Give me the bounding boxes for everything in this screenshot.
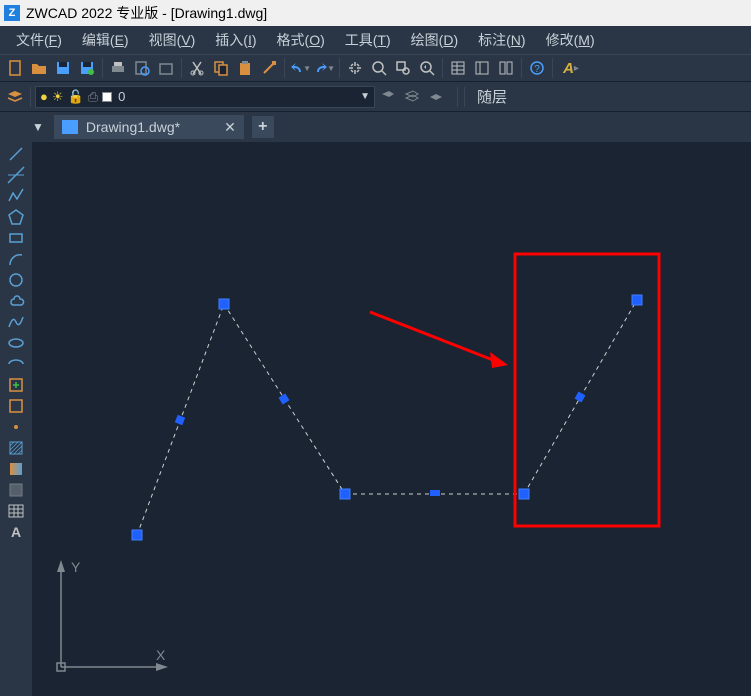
- layer-selector[interactable]: ● ☀ 🔓 ⎙ 0 ▼: [35, 86, 375, 108]
- document-tabs: ▼ Drawing1.dwg* ✕ +: [0, 112, 751, 142]
- ucs-icon: Y X: [46, 552, 176, 682]
- menu-format[interactable]: 格式(O): [267, 26, 335, 54]
- design-center-icon[interactable]: [471, 57, 493, 79]
- layer-manager-icon[interactable]: [4, 86, 26, 108]
- layer-iso-icon[interactable]: [425, 86, 447, 108]
- rectangle-tool-icon[interactable]: [3, 228, 29, 248]
- new-file-icon[interactable]: [4, 57, 26, 79]
- app-logo-icon: Z: [4, 5, 20, 21]
- layer-name: 0: [118, 89, 125, 104]
- publish-icon[interactable]: [155, 57, 177, 79]
- tool-palette-icon[interactable]: [495, 57, 517, 79]
- endpoint-grips[interactable]: [132, 295, 642, 540]
- new-tab-button[interactable]: +: [252, 116, 274, 138]
- cut-icon[interactable]: [186, 57, 208, 79]
- print-icon[interactable]: [107, 57, 129, 79]
- annotation-arrow: [370, 312, 508, 368]
- zoom-prev-icon[interactable]: [416, 57, 438, 79]
- revcloud-tool-icon[interactable]: [3, 291, 29, 311]
- menu-view[interactable]: 视图(V): [139, 26, 206, 54]
- open-file-icon[interactable]: [28, 57, 50, 79]
- arc-tool-icon[interactable]: [3, 249, 29, 269]
- insert-block-icon[interactable]: [3, 375, 29, 395]
- table-tool-icon[interactable]: [3, 501, 29, 521]
- redo-icon[interactable]: ▼: [313, 57, 335, 79]
- undo-icon[interactable]: ▼: [289, 57, 311, 79]
- menu-dimension[interactable]: 标注(N): [468, 26, 535, 54]
- svg-text:?: ?: [534, 64, 540, 75]
- menu-insert[interactable]: 插入(I): [205, 26, 266, 54]
- svg-text:A: A: [11, 524, 21, 540]
- menu-draw[interactable]: 绘图(D): [401, 26, 468, 54]
- app-title: ZWCAD 2022 专业版 - [Drawing1.dwg]: [26, 3, 267, 23]
- copy-icon[interactable]: [210, 57, 232, 79]
- layer-state-icon[interactable]: [401, 86, 423, 108]
- line-tool-icon[interactable]: [3, 144, 29, 164]
- layer-color-swatch: [102, 92, 112, 102]
- document-tab[interactable]: Drawing1.dwg* ✕: [54, 115, 244, 139]
- menu-bar: 文件(F) 编辑(E) 视图(V) 插入(I) 格式(O) 工具(T) 绘图(D…: [0, 26, 751, 54]
- layer-sun-icon: ☀: [52, 89, 64, 105]
- print-preview-icon[interactable]: [131, 57, 153, 79]
- layer-bulb-icon: ●: [40, 89, 48, 104]
- polygon-tool-icon[interactable]: [3, 207, 29, 227]
- zoom-window-icon[interactable]: [392, 57, 414, 79]
- layer-prev-icon[interactable]: [377, 86, 399, 108]
- circle-tool-icon[interactable]: [3, 270, 29, 290]
- menu-file[interactable]: 文件(F): [6, 26, 72, 54]
- properties-icon[interactable]: [447, 57, 469, 79]
- layer-lock-icon: 🔓: [68, 89, 84, 105]
- saveas-icon[interactable]: [76, 57, 98, 79]
- zoom-realtime-icon[interactable]: [368, 57, 390, 79]
- find-text-icon[interactable]: A▸: [557, 57, 585, 79]
- region-tool-icon[interactable]: [3, 480, 29, 500]
- standard-toolbar: ▼ ▼ ? A▸: [0, 54, 751, 82]
- drawing-canvas[interactable]: Y X: [32, 142, 751, 696]
- svg-text:Y: Y: [71, 559, 81, 575]
- svg-text:X: X: [156, 647, 166, 663]
- title-bar: Z ZWCAD 2022 专业版 - [Drawing1.dwg]: [0, 0, 751, 26]
- point-tool-icon[interactable]: [3, 417, 29, 437]
- matchprop-icon[interactable]: [258, 57, 280, 79]
- bylayer-label: 随层: [477, 86, 507, 107]
- mtext-tool-icon[interactable]: A: [3, 522, 29, 542]
- paste-icon[interactable]: [234, 57, 256, 79]
- draw-toolbar: A: [0, 142, 32, 696]
- menu-modify[interactable]: 修改(M): [536, 26, 605, 54]
- layer-plot-icon: ⎙: [88, 89, 98, 105]
- tab-filename: Drawing1.dwg*: [86, 119, 180, 135]
- layers-toolbar: ● ☀ 🔓 ⎙ 0 ▼ 随层: [0, 82, 751, 112]
- menu-tools[interactable]: 工具(T): [335, 26, 401, 54]
- make-block-icon[interactable]: [3, 396, 29, 416]
- tabs-dropdown-icon[interactable]: ▼: [32, 120, 44, 134]
- midpoint-grips[interactable]: [175, 392, 586, 496]
- selected-polyline: [137, 300, 637, 535]
- dwg-file-icon: [62, 120, 78, 134]
- pan-icon[interactable]: [344, 57, 366, 79]
- chevron-down-icon: ▼: [360, 91, 370, 102]
- ellipse-arc-tool-icon[interactable]: [3, 354, 29, 374]
- menu-edit[interactable]: 编辑(E): [72, 26, 139, 54]
- polyline-tool-icon[interactable]: [3, 186, 29, 206]
- close-tab-icon[interactable]: ✕: [224, 119, 236, 136]
- help-icon[interactable]: ?: [526, 57, 548, 79]
- save-icon[interactable]: [52, 57, 74, 79]
- ellipse-tool-icon[interactable]: [3, 333, 29, 353]
- spline-tool-icon[interactable]: [3, 312, 29, 332]
- gradient-tool-icon[interactable]: [3, 459, 29, 479]
- xline-tool-icon[interactable]: [3, 165, 29, 185]
- hatch-tool-icon[interactable]: [3, 438, 29, 458]
